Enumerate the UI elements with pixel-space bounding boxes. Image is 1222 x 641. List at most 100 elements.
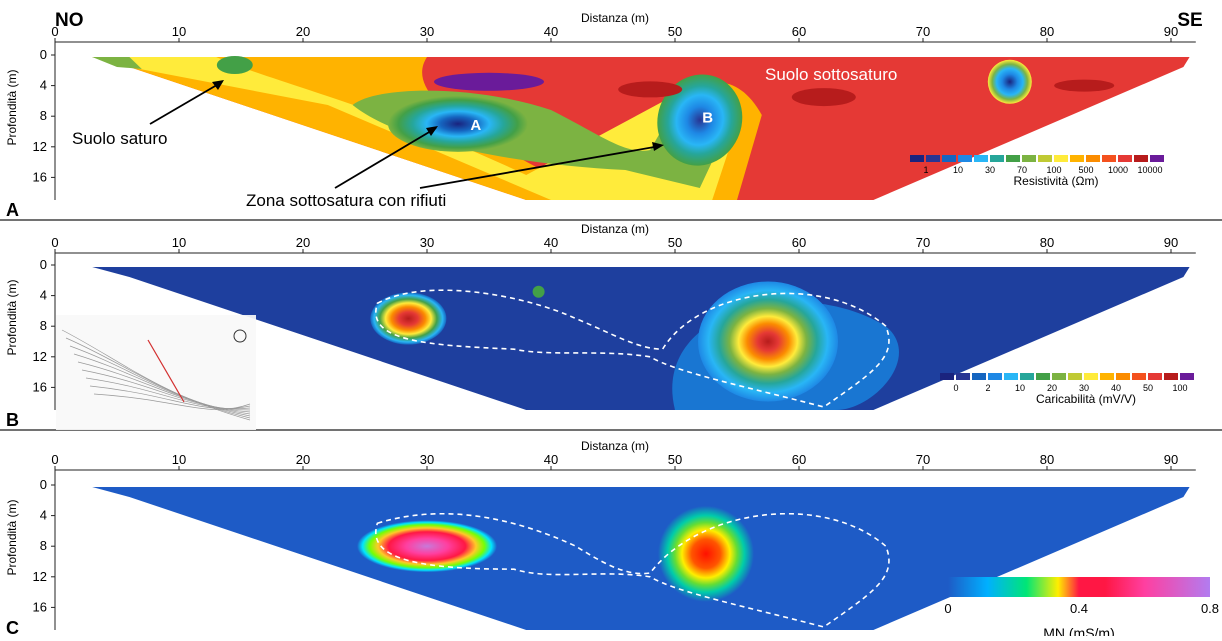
colorbar-swatch (974, 155, 988, 162)
colorbar-swatch (1070, 155, 1084, 162)
colorbar-tick-label: 10 (953, 165, 963, 175)
y-tick-label: 12 (33, 349, 47, 364)
colorbar-swatch (1068, 373, 1082, 380)
colorbar-tick-label: 2 (985, 383, 990, 393)
site-map-contour (93, 393, 251, 410)
panel-label: A (6, 200, 19, 220)
section-body (92, 487, 1190, 630)
anomaly-outline (375, 289, 890, 408)
x-tick-label: 80 (1040, 452, 1054, 467)
x-tick-label: 40 (544, 452, 558, 467)
colorbar-swatch (990, 155, 1004, 162)
colorbar-tick-label: 1 (923, 165, 928, 175)
north-arrow-icon (233, 329, 247, 343)
arrow-head (652, 142, 664, 151)
x-tick-label: 80 (1040, 235, 1054, 250)
x-axis-title: Distanza (m) (581, 439, 649, 453)
colorbar-swatch (958, 155, 972, 162)
x-axis-title: Distanza (m) (581, 11, 649, 25)
x-tick-label: 50 (668, 452, 682, 467)
x-tick-label: 40 (544, 235, 558, 250)
colorbar-gradient (948, 577, 1210, 597)
panel-C: Distanza (m) 0 10 20 30 40 50 60 70 80 90 0 4 8 12 16 Pr… (5, 439, 1219, 641)
panel-label: B (6, 410, 19, 430)
contour-green-small (216, 56, 253, 74)
x-tick-label: 10 (172, 452, 186, 467)
anomaly-A (388, 95, 528, 152)
x-tick-label: 20 (296, 24, 310, 39)
direction-label-SE: SE (1177, 10, 1202, 31)
colorbar-swatch (1180, 373, 1194, 380)
colorbar-swatch (956, 373, 970, 380)
y-tick-label: 8 (40, 538, 47, 553)
high-res-darkred (618, 81, 683, 98)
y-tick-label: 8 (40, 318, 47, 333)
x-tick-label: 80 (1040, 24, 1054, 39)
y-axis-title: Profondità (m) (5, 69, 19, 145)
colorbar-tick-label: 10 (1015, 383, 1025, 393)
x-tick-label: 60 (792, 235, 806, 250)
x-tick-label: 40 (544, 24, 558, 39)
x-tick-label: 60 (792, 24, 806, 39)
colorbar-tick-label: 0.4 (1070, 601, 1088, 616)
colorbar-tick-label: 40 (1111, 383, 1121, 393)
x-tick-label: 10 (172, 235, 186, 250)
colorbar-tick-label: 30 (985, 165, 995, 175)
colorbar-swatch (940, 373, 954, 380)
colorbar-swatch (910, 155, 924, 162)
colorbar-tick-label: 0.8 (1201, 601, 1219, 616)
x-tick-label: 10 (172, 24, 186, 39)
x-tick-label: 20 (296, 452, 310, 467)
colorbar-title: MN (mS/m) (1043, 625, 1115, 636)
colorbar-tick-label: 1000 (1108, 165, 1128, 175)
colorbar-swatch (1086, 155, 1100, 162)
y-tick-label: 0 (40, 477, 47, 492)
colorbar-tick-label: 70 (1017, 165, 1027, 175)
x-tick-label: 30 (420, 452, 434, 467)
panel-A: Distanza (m) 0 10 20 30 40 50 60 70 80 90 0 4 8 12 16 Pr… (0, 10, 1222, 221)
high-res-purple (434, 72, 544, 91)
y-axis-title: Profondità (m) (5, 279, 19, 355)
y-tick-label: 16 (33, 379, 47, 394)
colorbar-swatch (1006, 155, 1020, 162)
colorbar-tick-label: 10000 (1137, 165, 1162, 175)
colorbar-swatch (1150, 155, 1164, 162)
high-res-darkred (1054, 79, 1115, 92)
colorbar: 0 2 10 20 30 40 50 100 Caricabilità (mV/V) (940, 373, 1194, 406)
colorbar-swatch (926, 155, 940, 162)
colorbar-swatch (1100, 373, 1114, 380)
anomaly-B (657, 74, 743, 166)
colorbar-swatch (1004, 373, 1018, 380)
colorbar-swatch (1052, 373, 1066, 380)
x-tick-label: 0 (51, 235, 58, 250)
colorbar-title: Caricabilità (mV/V) (1036, 392, 1136, 406)
arrow-head (212, 80, 224, 90)
colorbar-swatch (1036, 373, 1050, 380)
y-tick-label: 4 (40, 78, 47, 93)
annotation-suolo-saturo: Suolo saturo (72, 129, 167, 148)
section-body (92, 267, 1190, 410)
site-map-inset (56, 315, 256, 430)
y-tick-label: 12 (33, 139, 47, 154)
colorbar-tick-label: 100 (1172, 383, 1187, 393)
colorbar-swatch (1116, 373, 1130, 380)
x-tick-label: 20 (296, 235, 310, 250)
y-axis-title: Profondità (m) (5, 499, 19, 575)
anomaly-label-B: B (702, 109, 713, 126)
anomaly-label-A: A (470, 117, 481, 134)
x-tick-label: 70 (916, 24, 930, 39)
colorbar-tick-label: 0 (953, 383, 958, 393)
y-tick-label: 4 (40, 508, 47, 523)
annotation-zona-rifiuti: Zona sottosatura con rifiuti (246, 191, 446, 210)
x-tick-label: 50 (668, 235, 682, 250)
anomaly-left (357, 520, 497, 573)
anomaly-outline (375, 512, 890, 628)
site-map-contour (65, 337, 251, 419)
x-tick-label: 30 (420, 24, 434, 39)
x-tick-label: 70 (916, 452, 930, 467)
colorbar-swatch (988, 373, 1002, 380)
arrow-head (426, 126, 438, 136)
y-tick-label: 12 (33, 569, 47, 584)
site-map-contour (61, 329, 251, 421)
y-tick-label: 16 (33, 169, 47, 184)
